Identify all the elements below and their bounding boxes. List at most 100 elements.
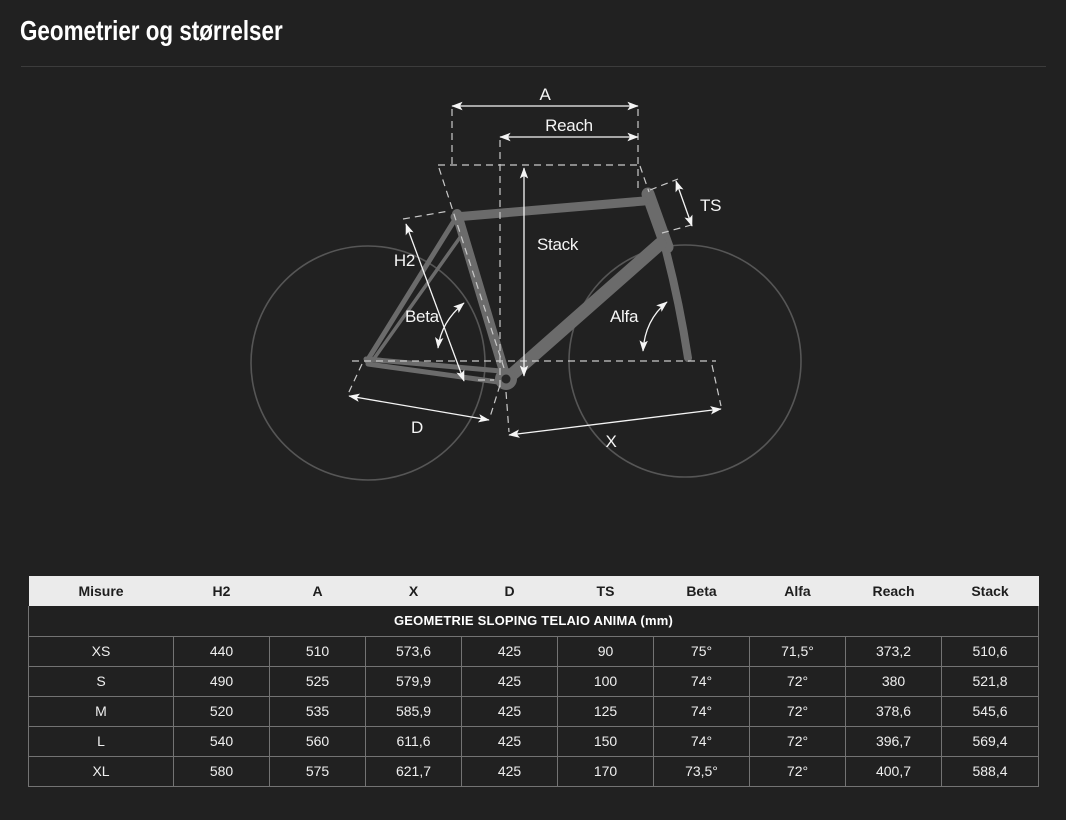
construction-lines bbox=[347, 109, 722, 433]
value-cell: 396,7 bbox=[845, 725, 942, 757]
value-cell: 100 bbox=[557, 665, 654, 697]
value-cell: 611,6 bbox=[365, 725, 462, 757]
geometry-table: Misure H2 A X D TS Beta Alfa Reach Stack… bbox=[28, 576, 1039, 787]
rear-wheel bbox=[250, 245, 486, 481]
table-header-row: Misure H2 A X D TS Beta Alfa Reach Stack bbox=[28, 576, 1039, 606]
value-cell: 71,5° bbox=[749, 635, 846, 667]
label-h2: H2 bbox=[394, 251, 415, 270]
value-cell: 72° bbox=[749, 725, 846, 757]
page-title: Geometrier og størrelser bbox=[20, 15, 283, 46]
value-cell: 585,9 bbox=[365, 695, 462, 727]
seat-stay-1 bbox=[364, 218, 457, 364]
value-cell: 579,9 bbox=[365, 665, 462, 697]
table-subheader-row: GEOMETRIE SLOPING TELAIO ANIMA (mm) bbox=[28, 606, 1039, 637]
table-row-m: M 520 535 585,9 425 125 74° 72° 378,6 54… bbox=[28, 695, 1039, 727]
head-tube bbox=[641, 187, 674, 254]
value-cell: 378,6 bbox=[845, 695, 942, 727]
fork bbox=[661, 243, 692, 362]
seat-tube bbox=[452, 209, 511, 383]
value-cell: 510 bbox=[269, 635, 366, 667]
col-header-a: A bbox=[269, 576, 366, 606]
table-row-xs: XS 440 510 573,6 425 90 75° 71,5° 373,2 … bbox=[28, 635, 1039, 667]
value-cell: 90 bbox=[557, 635, 654, 667]
label-x: X bbox=[605, 432, 616, 451]
col-header-reach: Reach bbox=[845, 576, 942, 606]
value-cell: 540 bbox=[173, 725, 270, 757]
table-subheader: GEOMETRIE SLOPING TELAIO ANIMA (mm) bbox=[28, 606, 1039, 637]
measurement-arrows bbox=[348, 101, 722, 438]
col-header-h2: H2 bbox=[173, 576, 270, 606]
col-header-stack: Stack bbox=[941, 576, 1039, 606]
value-cell: 525 bbox=[269, 665, 366, 697]
value-cell: 72° bbox=[749, 695, 846, 727]
value-cell: 125 bbox=[557, 695, 654, 727]
measure-ts bbox=[675, 180, 693, 227]
col-header-ts: TS bbox=[557, 576, 654, 606]
value-cell: 73,5° bbox=[653, 755, 750, 787]
col-header-x: X bbox=[365, 576, 462, 606]
table-row-xl: XL 580 575 621,7 425 170 73,5° 72° 400,7… bbox=[28, 755, 1039, 787]
bottom-bracket-hole bbox=[501, 374, 511, 384]
col-header-misure: Misure bbox=[28, 576, 174, 606]
value-cell: 400,7 bbox=[845, 755, 942, 787]
front-wheel bbox=[568, 244, 802, 478]
value-cell: 560 bbox=[269, 725, 366, 757]
measure-beta-arc bbox=[435, 302, 465, 349]
value-cell: 535 bbox=[269, 695, 366, 727]
size-cell: S bbox=[28, 665, 174, 697]
label-alfa: Alfa bbox=[610, 307, 639, 326]
label-beta: Beta bbox=[405, 307, 440, 326]
value-cell: 425 bbox=[461, 725, 558, 757]
col-header-d: D bbox=[461, 576, 558, 606]
table-row-s: S 490 525 579,9 425 100 74° 72° 380 521,… bbox=[28, 665, 1039, 697]
value-cell: 510,6 bbox=[941, 635, 1039, 667]
value-cell: 74° bbox=[653, 725, 750, 757]
label-ts: TS bbox=[700, 196, 721, 215]
table-row-l: L 540 560 611,6 425 150 74° 72° 396,7 56… bbox=[28, 725, 1039, 757]
col-header-beta: Beta bbox=[653, 576, 750, 606]
measure-x bbox=[508, 406, 722, 438]
value-cell: 490 bbox=[173, 665, 270, 697]
value-cell: 74° bbox=[653, 695, 750, 727]
value-cell: 150 bbox=[557, 725, 654, 757]
col-header-alfa: Alfa bbox=[749, 576, 846, 606]
label-stack: Stack bbox=[537, 235, 579, 254]
value-cell: 521,8 bbox=[941, 665, 1039, 697]
value-cell: 425 bbox=[461, 695, 558, 727]
value-cell: 545,6 bbox=[941, 695, 1039, 727]
value-cell: 425 bbox=[461, 635, 558, 667]
value-cell: 170 bbox=[557, 755, 654, 787]
divider bbox=[21, 66, 1046, 67]
value-cell: 425 bbox=[461, 665, 558, 697]
size-cell: XS bbox=[28, 635, 174, 667]
measure-alfa-arc bbox=[639, 301, 668, 352]
value-cell: 72° bbox=[749, 755, 846, 787]
label-a: A bbox=[539, 85, 551, 104]
value-cell: 588,4 bbox=[941, 755, 1039, 787]
down-tube bbox=[501, 237, 667, 385]
value-cell: 380 bbox=[845, 665, 942, 697]
size-cell: XL bbox=[28, 755, 174, 787]
size-cell: M bbox=[28, 695, 174, 727]
value-cell: 75° bbox=[653, 635, 750, 667]
top-tube bbox=[450, 196, 649, 222]
value-cell: 573,6 bbox=[365, 635, 462, 667]
value-cell: 373,2 bbox=[845, 635, 942, 667]
value-cell: 74° bbox=[653, 665, 750, 697]
value-cell: 425 bbox=[461, 755, 558, 787]
bike-geometry-diagram: A Reach TS Stack H2 Beta Alfa D X bbox=[250, 85, 802, 481]
label-reach: Reach bbox=[545, 116, 593, 135]
label-d: D bbox=[411, 418, 423, 437]
size-cell: L bbox=[28, 725, 174, 757]
diagram-labels: A Reach TS Stack H2 Beta Alfa D X bbox=[394, 85, 722, 451]
page: Geometrier og størrelser bbox=[0, 13, 1066, 820]
value-cell: 440 bbox=[173, 635, 270, 667]
value-cell: 569,4 bbox=[941, 725, 1039, 757]
value-cell: 621,7 bbox=[365, 755, 462, 787]
measure-d bbox=[348, 393, 490, 423]
value-cell: 580 bbox=[173, 755, 270, 787]
value-cell: 72° bbox=[749, 665, 846, 697]
measure-h2 bbox=[405, 223, 465, 382]
value-cell: 575 bbox=[269, 755, 366, 787]
value-cell: 520 bbox=[173, 695, 270, 727]
